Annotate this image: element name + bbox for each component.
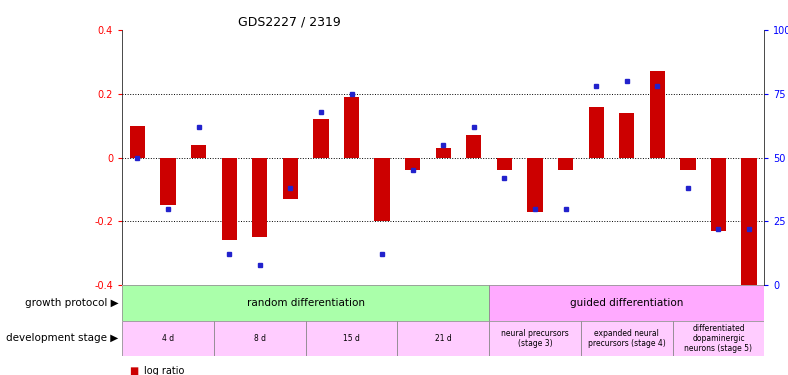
Bar: [130, 126, 145, 158]
Bar: [742, 158, 756, 291]
Bar: [214, 321, 306, 356]
Bar: [589, 106, 604, 158]
Bar: [344, 97, 359, 158]
Bar: [581, 321, 673, 356]
Bar: [489, 321, 581, 356]
Text: guided differentiation: guided differentiation: [570, 298, 683, 308]
Text: random differentiation: random differentiation: [247, 298, 365, 308]
Bar: [161, 158, 176, 206]
Text: GDS2227 / 2319: GDS2227 / 2319: [238, 16, 340, 29]
Bar: [489, 285, 764, 321]
Text: differentiated
dopaminergic
neurons (stage 5): differentiated dopaminergic neurons (sta…: [685, 324, 753, 353]
Text: expanded neural
precursors (stage 4): expanded neural precursors (stage 4): [588, 329, 666, 348]
Bar: [191, 145, 206, 158]
Bar: [221, 158, 237, 240]
Bar: [374, 158, 390, 221]
Bar: [496, 158, 512, 170]
Bar: [283, 158, 298, 199]
Text: log ratio: log ratio: [144, 366, 184, 375]
Bar: [649, 71, 665, 158]
Text: neural precursors
(stage 3): neural precursors (stage 3): [501, 329, 569, 348]
Bar: [397, 321, 489, 356]
Text: growth protocol ▶: growth protocol ▶: [24, 298, 118, 308]
Text: 8 d: 8 d: [254, 334, 266, 343]
Text: ■: ■: [130, 366, 143, 375]
Bar: [527, 158, 543, 212]
Bar: [122, 321, 214, 356]
Text: 4 d: 4 d: [162, 334, 174, 343]
Bar: [405, 158, 420, 170]
Bar: [680, 158, 696, 170]
Bar: [711, 158, 726, 231]
Text: 21 d: 21 d: [435, 334, 452, 343]
Bar: [558, 158, 573, 170]
Bar: [252, 158, 267, 237]
Bar: [314, 119, 329, 158]
Bar: [122, 285, 489, 321]
Bar: [306, 321, 397, 356]
Bar: [619, 113, 634, 158]
Bar: [673, 321, 764, 356]
Text: 15 d: 15 d: [343, 334, 360, 343]
Bar: [466, 135, 481, 158]
Bar: [436, 148, 451, 158]
Text: development stage ▶: development stage ▶: [6, 333, 118, 344]
